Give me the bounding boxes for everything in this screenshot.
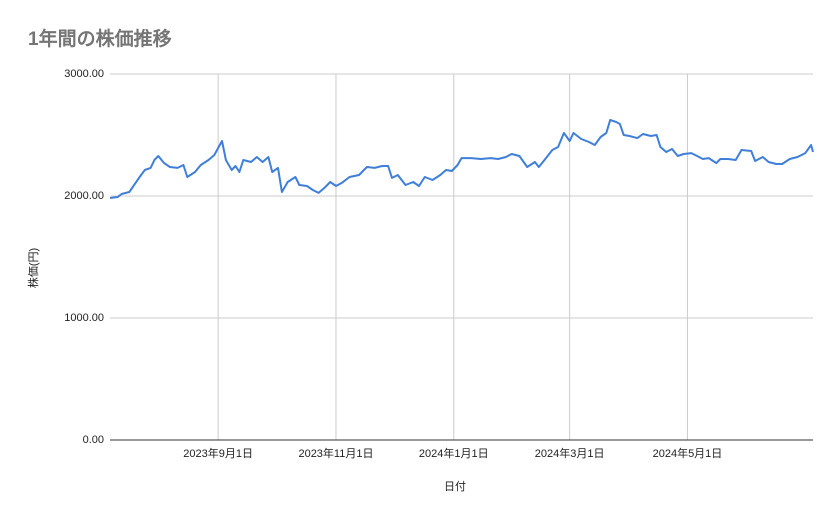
x-tick-label: 2023年11月1日 (298, 446, 373, 460)
x-tick-label: 2024年1月1日 (419, 446, 489, 460)
y-tick-label: 3000.00 (64, 68, 104, 80)
y-tick-label: 1000.00 (64, 312, 104, 324)
x-tick-label: 2024年5月1日 (653, 446, 723, 460)
y-axis-label: 株価(円) (26, 248, 40, 288)
y-tick-label: 0.00 (83, 434, 104, 446)
x-tick-label: 2024年3月1日 (535, 446, 605, 460)
chart-title: 1年間の株価推移 (28, 27, 172, 50)
x-tick-label: 2023年9月1日 (183, 446, 253, 460)
y-tick-label: 2000.00 (64, 190, 104, 202)
x-axis-label: 日付 (444, 480, 466, 493)
line-series (109, 119, 814, 199)
